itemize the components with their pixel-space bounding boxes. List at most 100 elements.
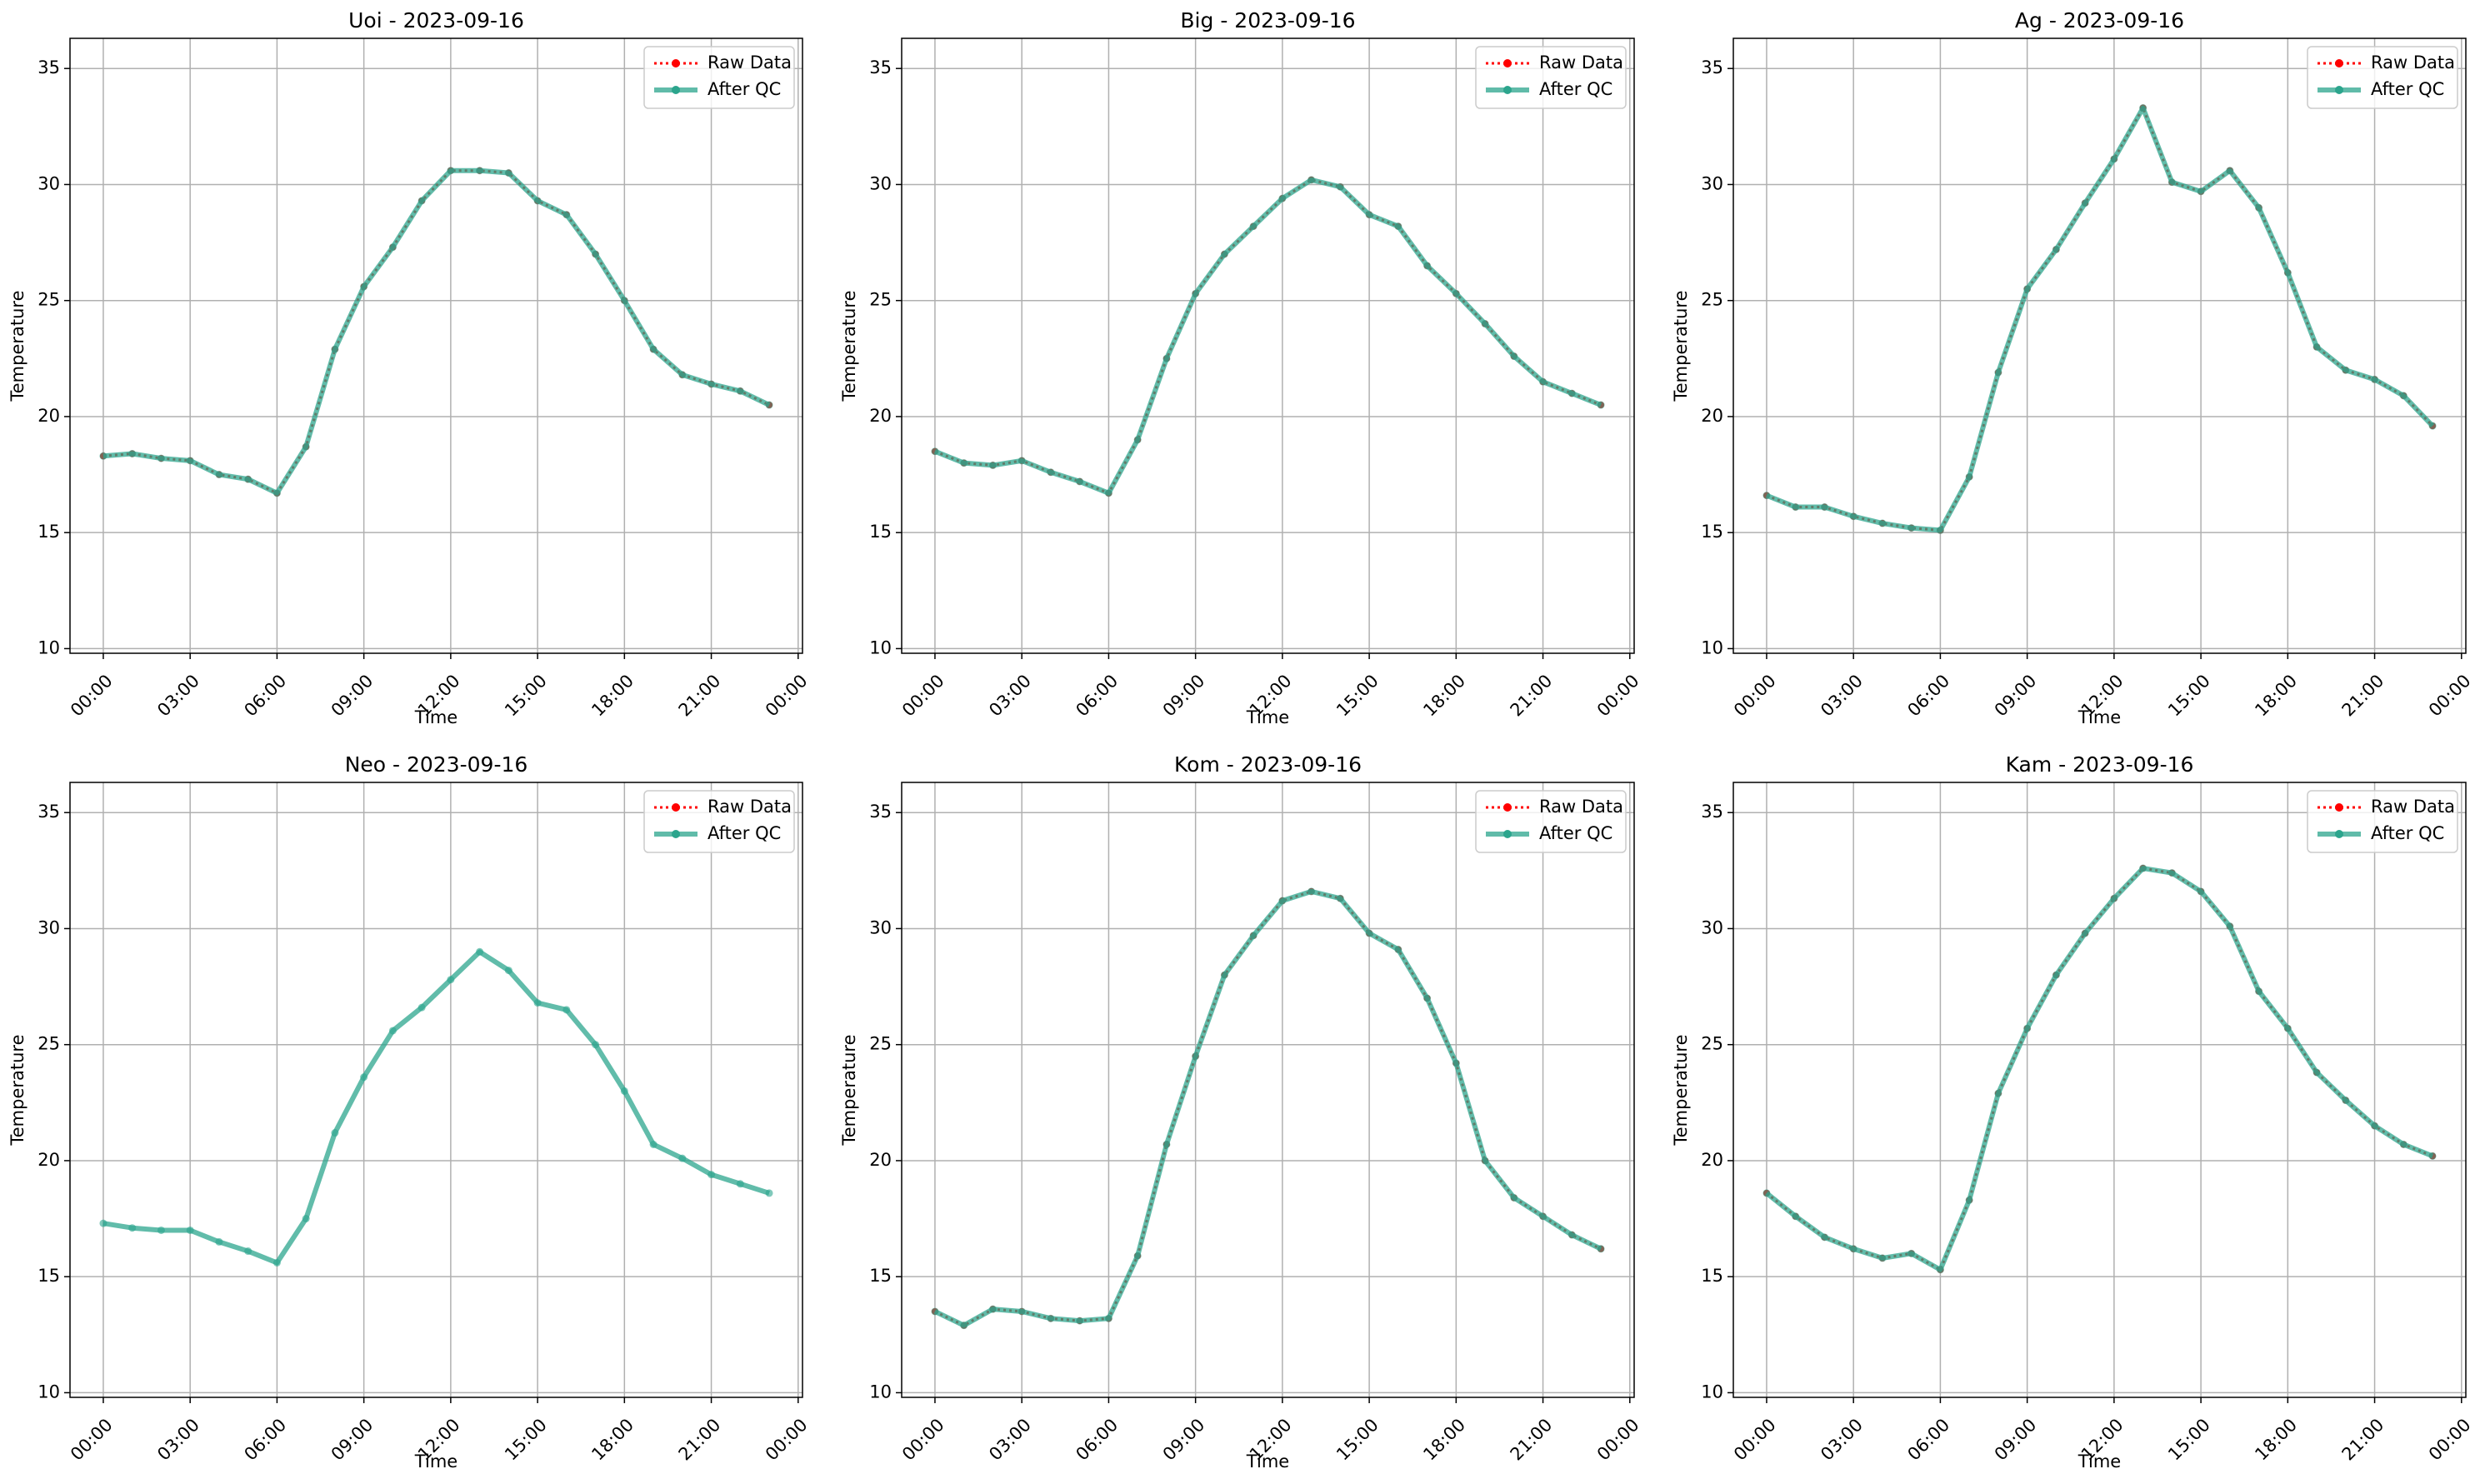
data-point (649, 1140, 658, 1148)
legend-box (2307, 46, 2458, 109)
x-tick-label: 03:00 (1817, 671, 1867, 721)
data-point (1336, 894, 1344, 902)
legend-label: Raw Data (708, 797, 792, 817)
legend-marker (672, 830, 680, 838)
data-point (2052, 245, 2060, 253)
legend-marker (1503, 86, 1512, 94)
y-tick-label: 15 (38, 522, 60, 542)
data-point (1076, 477, 1084, 486)
data-point (331, 1129, 339, 1137)
data-point (2023, 1024, 2032, 1032)
plot-frame (1732, 37, 2467, 654)
x-axis-label: Time (414, 1452, 458, 1472)
data-point (186, 1226, 194, 1234)
data-point (2428, 422, 2437, 430)
data-point (2139, 104, 2148, 112)
data-point (2312, 342, 2321, 351)
data-point (736, 1180, 744, 1188)
y-tick-label: 35 (1701, 802, 1723, 822)
y-tick-label: 15 (869, 522, 892, 542)
y-tick-label: 35 (869, 57, 892, 77)
y-tick-label: 25 (1701, 1034, 1723, 1054)
data-point (2371, 375, 2379, 383)
y-tick-label: 30 (869, 173, 892, 193)
data-point (1597, 1245, 1605, 1253)
data-point (128, 1224, 137, 1232)
data-point (1249, 932, 1258, 940)
data-point (418, 197, 426, 205)
data-line (933, 888, 1602, 1328)
data-point (931, 1307, 939, 1316)
data-point (215, 1237, 223, 1246)
y-tick-label: 35 (38, 57, 60, 77)
subplot-title: Kam - 2023-09-16 (2006, 752, 2194, 777)
data-point (1792, 1212, 1800, 1221)
x-tick-label: 21:00 (1507, 671, 1557, 721)
data-point (2255, 203, 2263, 212)
data-point (302, 1215, 310, 1223)
x-tick-label: 00:00 (1730, 1415, 1780, 1465)
data-point (128, 449, 137, 457)
x-tick-label: 00:00 (67, 671, 117, 721)
x-tick-label: 09:00 (1991, 671, 2041, 721)
plot-frame (901, 37, 1635, 654)
data-point (1878, 519, 1887, 527)
legend-box (1475, 46, 1627, 109)
data-point (1365, 211, 1373, 219)
data-point (960, 1322, 968, 1330)
legend-box (1475, 790, 1627, 853)
legend-marker (1503, 59, 1512, 67)
x-tick-label: 00:00 (2425, 671, 2475, 721)
y-tick-label: 30 (869, 917, 892, 937)
data-point (1278, 194, 1287, 202)
y-tick-label: 15 (38, 1266, 60, 1286)
data-point (2052, 971, 2060, 979)
x-tick-label: 18:00 (2251, 1415, 2301, 1465)
data-point (1220, 250, 1228, 258)
data-point (1481, 320, 1489, 328)
data-point (2197, 887, 2205, 896)
x-tick-label: 06:00 (1903, 1415, 1953, 1465)
data-point (988, 1305, 997, 1313)
data-point (244, 1247, 252, 1256)
data-point (765, 1189, 773, 1197)
x-tick-label: 00:00 (762, 1415, 812, 1465)
data-point (99, 1219, 108, 1227)
data-point (1792, 503, 1800, 512)
y-axis-label: Temperature (1671, 290, 1691, 402)
data-point (1249, 222, 1258, 231)
data-point (1278, 897, 1287, 905)
x-tick-label: 03:00 (985, 671, 1035, 721)
data-point (302, 442, 310, 451)
data-point (1568, 389, 1576, 397)
data-point (1394, 946, 1402, 954)
subplot-title: Kom - 2023-09-16 (1174, 752, 1362, 777)
data-point (476, 167, 484, 175)
legend-box (643, 46, 795, 109)
data-line (102, 949, 770, 1266)
legend-marker (2335, 803, 2343, 812)
legend-marker (1503, 803, 1512, 812)
data-point (2342, 366, 2350, 374)
data-line (933, 177, 1602, 496)
y-tick-label: 25 (38, 1034, 60, 1054)
x-tick-label: 03:00 (1817, 1415, 1867, 1465)
data-point (1047, 1314, 1055, 1322)
x-tick-label: 21:00 (2338, 671, 2388, 721)
legend-label: After QC (1539, 823, 1612, 843)
data-point (1762, 1189, 1771, 1197)
data-point (960, 459, 968, 467)
data-point (1820, 503, 1828, 512)
data-point (562, 1006, 571, 1014)
legend-label: Raw Data (1539, 797, 1623, 817)
data-point (1452, 289, 1460, 297)
data-point (388, 1027, 397, 1035)
x-tick-label: 06:00 (1072, 1415, 1122, 1465)
x-tick-label: 03:00 (153, 671, 203, 721)
y-tick-label: 35 (38, 802, 60, 822)
